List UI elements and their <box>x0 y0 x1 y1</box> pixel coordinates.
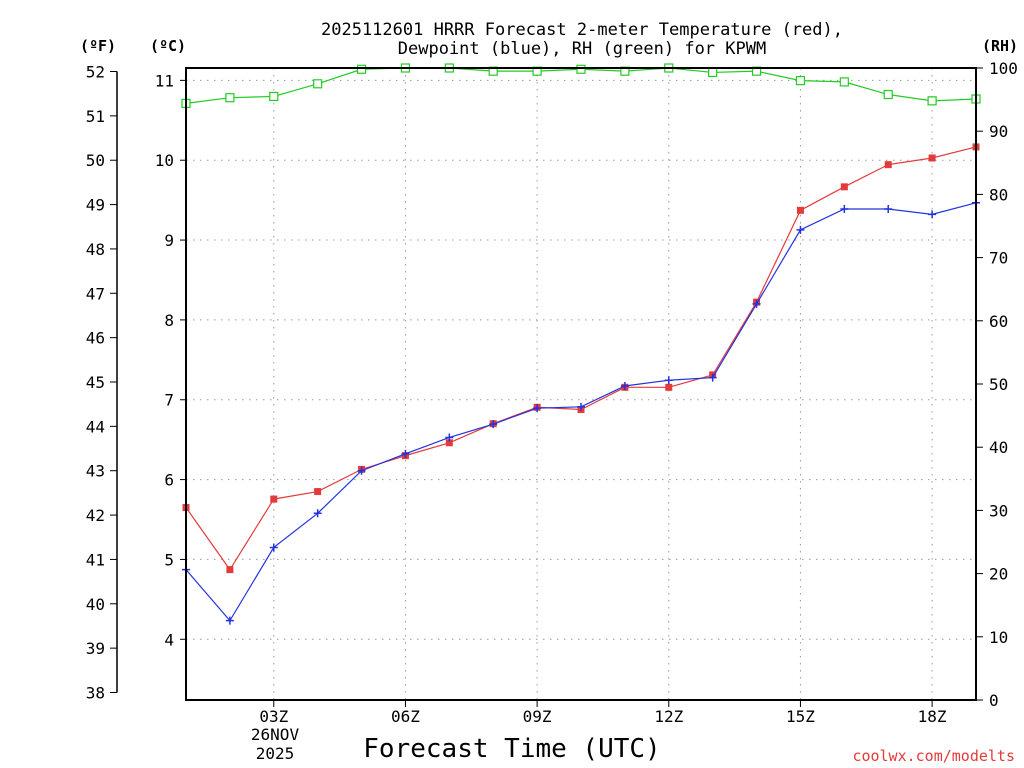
x-tick-label: 15Z <box>786 707 815 726</box>
fahrenheit-tick-label: 39 <box>86 639 105 658</box>
fahrenheit-tick-label: 46 <box>86 329 105 348</box>
celsius-tick-label: 10 <box>155 151 174 170</box>
temperature-point <box>314 488 322 496</box>
x-tick-label: 12Z <box>654 707 683 726</box>
rh-point <box>883 89 893 100</box>
fahrenheit-tick-label: 49 <box>86 196 105 215</box>
rh-tick-label: 10 <box>989 628 1008 647</box>
temperature-point <box>445 439 453 447</box>
rh-tick-label: 0 <box>989 691 999 710</box>
rh-tick-label: 70 <box>989 249 1008 268</box>
celsius-tick-label: 5 <box>164 550 174 569</box>
fahrenheit-tick-label: 50 <box>86 151 105 170</box>
dewpoint-point <box>796 225 805 234</box>
rh-tick-label: 100 <box>989 59 1018 78</box>
temperature-point <box>665 383 673 391</box>
rh-tick-label: 50 <box>989 375 1008 394</box>
dewpoint-point <box>840 205 849 214</box>
x-tick-label: 09Z <box>523 707 552 726</box>
rh-tick-label: 60 <box>989 312 1008 331</box>
dewpoint-point <box>533 404 542 413</box>
x-tick-label: 03Z <box>259 707 288 726</box>
dewpoint-point <box>620 381 629 390</box>
rh-point <box>839 77 849 87</box>
celsius-tick-label: 4 <box>164 630 174 649</box>
fahrenheit-tick-label: 44 <box>86 417 105 436</box>
dewpoint-point <box>357 466 366 475</box>
dewpoint-point <box>577 402 585 411</box>
temperature-point <box>884 161 892 169</box>
temperature-point <box>840 183 848 191</box>
dewpoint-point <box>445 433 454 442</box>
dewpoint-point <box>313 509 322 518</box>
rh-point <box>708 67 718 78</box>
rh-tick-label: 40 <box>989 438 1008 457</box>
rh-tick-label: 80 <box>989 185 1008 204</box>
celsius-tick-label: 11 <box>155 71 174 90</box>
fahrenheit-tick-label: 48 <box>86 240 105 259</box>
x-tick-label: 18Z <box>918 707 947 726</box>
rh-point <box>225 93 235 103</box>
fahrenheit-tick-label: 38 <box>86 684 105 703</box>
chart-title-line-1: 2025112601 HRRR Forecast 2-meter Tempera… <box>321 20 843 40</box>
dewpoint-point <box>664 376 673 385</box>
fahrenheit-tick-label: 42 <box>86 506 105 525</box>
grid-lines <box>186 68 976 700</box>
rh-tick-label: 90 <box>989 122 1008 141</box>
fahrenheit-tick-label: 41 <box>86 550 105 569</box>
rh-point <box>795 76 806 86</box>
fahrenheit-unit-label: (ºF) <box>80 37 116 55</box>
dewpoint-point <box>928 210 937 219</box>
chart-title-line-2: Dewpoint (blue), RH (green) for KPWM <box>398 39 766 59</box>
temperature-line <box>185 146 977 571</box>
dewpoint-point <box>269 543 278 552</box>
temperature-point <box>796 206 804 214</box>
fahrenheit-tick-label: 47 <box>86 284 105 303</box>
celsius-tick-label: 9 <box>164 231 174 250</box>
rh-point <box>356 64 367 74</box>
series <box>181 63 981 625</box>
dewpoint-point <box>884 205 893 214</box>
axes: 03Z 06Z 09Z 12Z 15Z 18Z4567891011383940414243… <box>86 59 1018 726</box>
dewpoint-point <box>752 299 761 308</box>
plot-frame <box>185 67 977 701</box>
credit-label: coolwx.com/modelts <box>852 747 1015 765</box>
fahrenheit-tick-label: 51 <box>86 107 105 126</box>
temperature-point <box>270 495 278 503</box>
rh-point <box>269 91 279 102</box>
date-label-day: 26NOV <box>251 725 300 744</box>
rh-point <box>576 64 586 74</box>
rh-tick-label: 30 <box>989 501 1008 520</box>
x-tick-label: 06Z <box>391 707 420 726</box>
temperature-point <box>928 154 936 162</box>
rh-point <box>927 96 937 106</box>
fahrenheit-tick-label: 43 <box>86 462 105 481</box>
celsius-tick-label: 7 <box>164 391 174 410</box>
dewpoint-point <box>401 449 410 458</box>
dewpoint-point <box>708 373 717 382</box>
rh-point <box>313 79 323 89</box>
temperature-point <box>226 566 234 574</box>
x-axis-label: Forecast Time (UTC) <box>363 734 660 764</box>
fahrenheit-tick-label: 52 <box>86 63 105 82</box>
celsius-tick-label: 6 <box>164 471 174 490</box>
rh-unit-label: (RH) <box>982 37 1018 55</box>
celsius-tick-label: 8 <box>164 311 174 330</box>
celsius-unit-label: (ºC) <box>150 37 186 55</box>
fahrenheit-tick-label: 40 <box>86 595 105 614</box>
dewpoint-point <box>225 616 234 625</box>
dewpoint-point <box>489 420 498 429</box>
fahrenheit-tick-label: 45 <box>86 373 105 392</box>
date-label-year: 2025 <box>256 744 295 763</box>
rh-tick-label: 20 <box>989 565 1008 584</box>
